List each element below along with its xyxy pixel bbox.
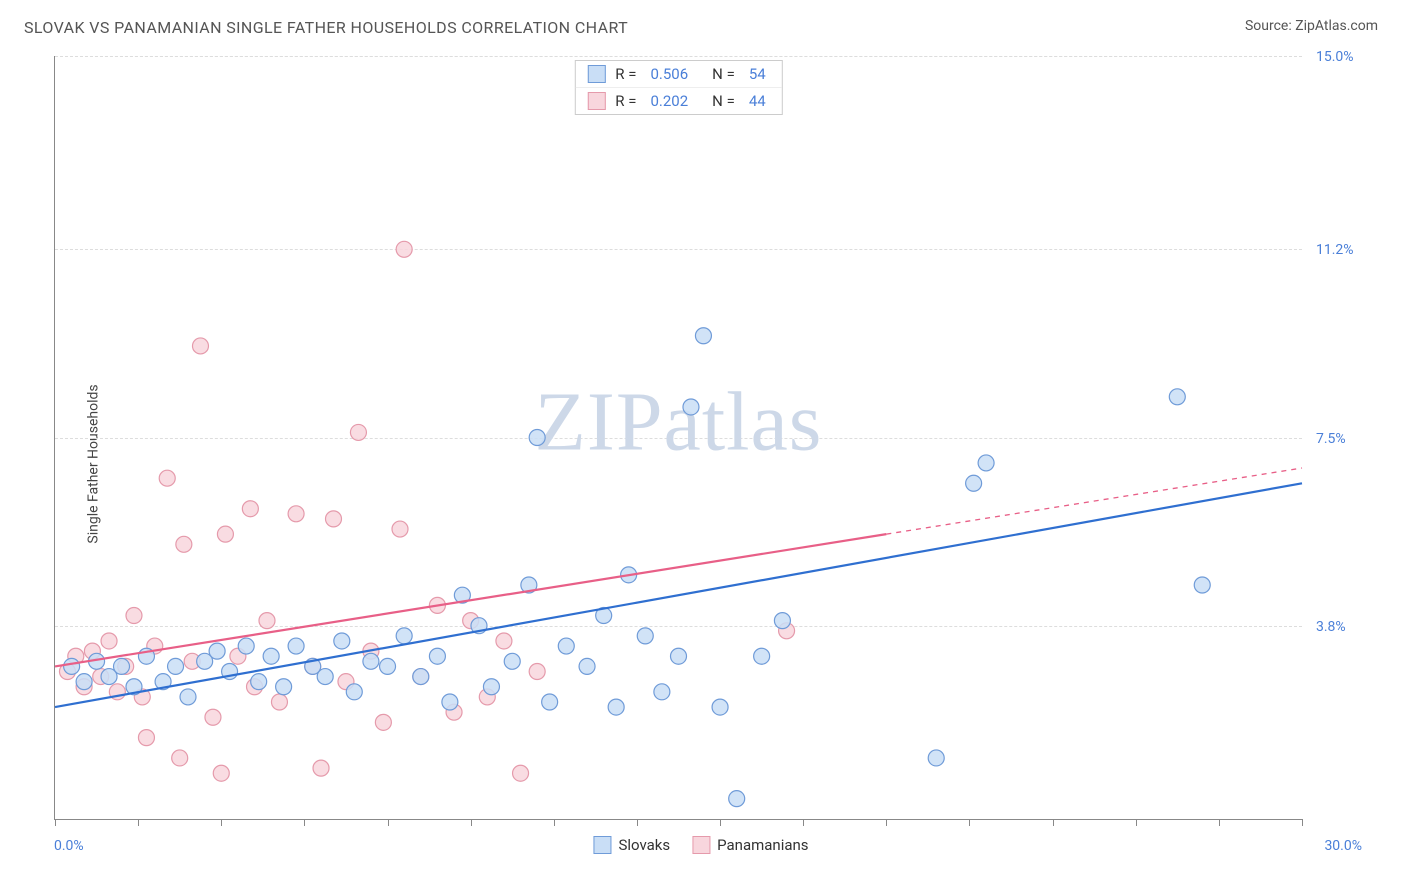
- stat-r-panamanians: 0.202: [650, 92, 688, 110]
- swatch-panamanians: [587, 92, 605, 110]
- y-tick-label: 7.5%: [1316, 431, 1346, 447]
- stat-n-panamanians: 44: [749, 92, 766, 110]
- stat-r-slovaks: 0.506: [650, 65, 688, 83]
- legend-item-slovaks: Slovaks: [593, 836, 670, 854]
- y-tick-label: 11.2%: [1316, 242, 1354, 258]
- stat-label-n: N =: [712, 92, 735, 110]
- stat-n-slovaks: 54: [749, 65, 766, 83]
- regression-lines-layer: [55, 56, 1302, 819]
- swatch-slovaks: [587, 65, 605, 83]
- x-axis-min-label: 0.0%: [54, 838, 84, 854]
- source-label: Source: ZipAtlas.com: [1245, 18, 1378, 34]
- chart-title: SLOVAK VS PANAMANIAN SINGLE FATHER HOUSE…: [24, 18, 628, 37]
- legend-stats: R = 0.506 N = 54 R = 0.202 N = 44: [574, 60, 782, 115]
- chart-area: Single Father Households ZIPatlas R = 0.…: [24, 56, 1378, 872]
- plot-region: ZIPatlas R = 0.506 N = 54 R = 0.202 N = …: [54, 56, 1302, 820]
- y-tick-label: 15.0%: [1316, 49, 1354, 65]
- stat-label-r: R =: [615, 65, 636, 83]
- legend-stats-row: R = 0.506 N = 54: [575, 61, 781, 87]
- stat-label-r: R =: [615, 92, 636, 110]
- x-axis-max-label: 30.0%: [1324, 838, 1362, 854]
- swatch-panamanians: [692, 836, 710, 854]
- y-tick-label: 3.8%: [1316, 619, 1346, 635]
- legend-series: Slovaks Panamanians: [593, 836, 808, 854]
- legend-label: Slovaks: [618, 836, 670, 854]
- stat-label-n: N =: [712, 65, 735, 83]
- legend-item-panamanians: Panamanians: [692, 836, 808, 854]
- legend-stats-row: R = 0.202 N = 44: [575, 87, 781, 114]
- swatch-slovaks: [593, 836, 611, 854]
- legend-label: Panamanians: [717, 836, 808, 854]
